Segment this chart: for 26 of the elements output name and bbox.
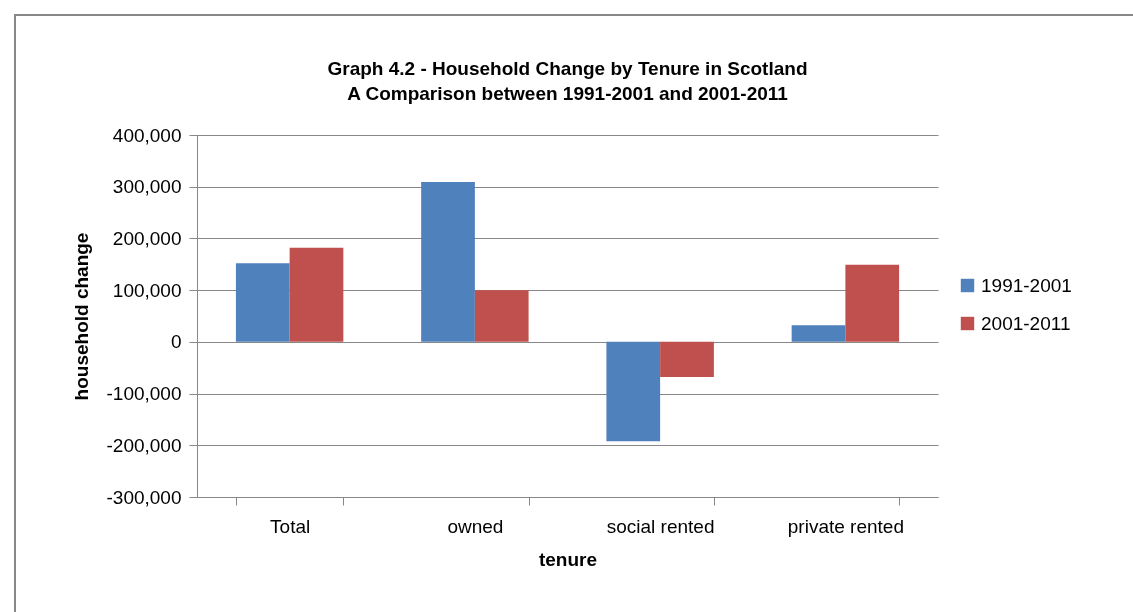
y-tick-label: -100,000	[106, 383, 182, 405]
chart-title: Graph 4.2 - Household Change by Tenure in Scotland	[327, 58, 808, 79]
bar	[474, 290, 529, 342]
bar	[606, 341, 661, 442]
x-tick-label: private rented	[787, 515, 904, 537]
y-tick-label: -200,000	[106, 434, 182, 456]
y-tick-label: 100,000	[112, 279, 182, 301]
y-tick-label: 400,000	[112, 124, 182, 146]
x-tick-label: Total	[270, 515, 311, 537]
bar	[235, 263, 290, 342]
y-tick-label: 200,000	[112, 227, 182, 249]
bar	[845, 264, 900, 342]
y-tick-label: 300,000	[112, 176, 182, 198]
x-tick-label: owned	[447, 515, 504, 537]
bar	[791, 325, 846, 342]
x-axis-title: tenure	[538, 548, 598, 570]
legend-label: 1991-2001	[981, 274, 1072, 296]
x-tick-label: social rented	[606, 515, 715, 537]
bar	[421, 182, 475, 342]
bar	[289, 247, 344, 342]
y-tick-label: 0	[170, 331, 182, 353]
chart-subtitle: A Comparison between 1991-2001 and 2001-2011	[347, 83, 789, 104]
legend-label: 2001-2011	[981, 312, 1071, 334]
y-axis-title: household change	[71, 232, 93, 401]
y-tick-label: -300,000	[106, 486, 182, 508]
bar	[660, 341, 714, 378]
